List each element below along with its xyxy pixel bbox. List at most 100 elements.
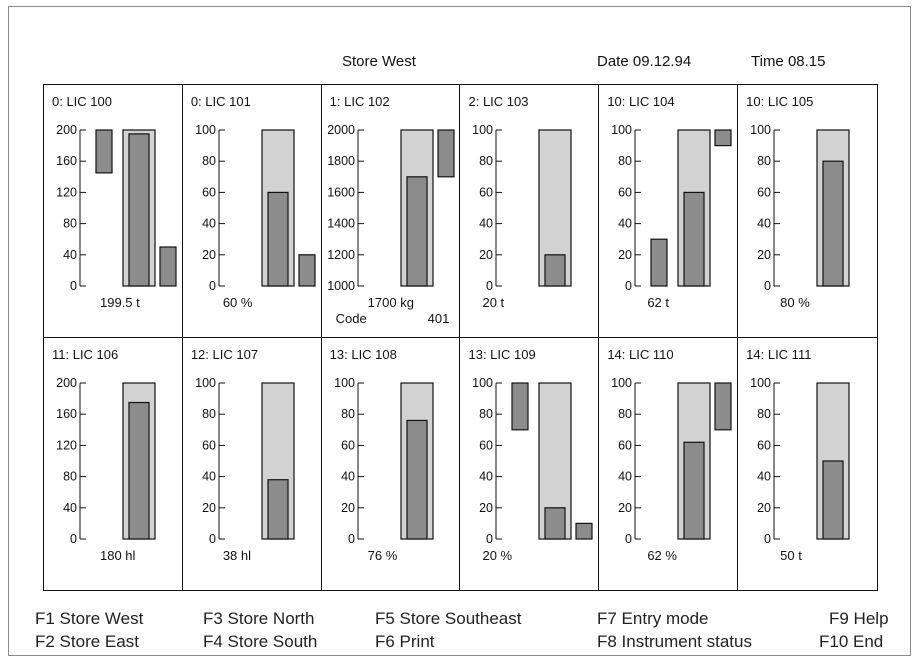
scale-tick-label: 20 [480,248,494,262]
scale-tick-label: 100 [195,376,216,390]
f1-store-west-key[interactable]: F1 Store West [35,609,144,628]
instrument-panel[interactable]: 10: LIC 104 100 80 60 40 20 0 62 t [599,85,739,338]
f7-entry-mode-key[interactable]: F7 Entry mode [597,609,709,628]
scale-tick-label: 0 [625,279,632,293]
scale-tick-label: 100 [750,123,771,137]
lower-limit-marker [298,254,316,287]
scale-tick-label: 60 [480,185,494,199]
scale-tick-label: 80 [341,407,355,421]
scale-tick-label: 40 [757,469,771,483]
scale-tick-label: 0 [209,532,216,546]
instrument-panel[interactable]: 1: LIC 102 2000 1800 1600 1400 1200 1000 1700 k… [321,85,461,338]
level-readout: 1700 kg [367,295,414,310]
scale-tick-label: 60 [202,185,216,199]
level-bar [544,506,567,540]
scale-tick-label: 60 [480,438,494,452]
f8-instrument-status-key[interactable]: F8 Instrument status [597,632,752,651]
scale-tick-label: 80 [480,407,494,421]
scale-tick-label: 160 [56,407,77,421]
level-readout: 60 % [222,295,253,310]
scale-tick-label: 80 [202,154,216,168]
level-readout: 20 % [482,547,513,563]
level-bar [128,133,150,287]
level-gauge: 200 160 120 80 40 0 [56,376,156,546]
scale-tick-label: 60 [757,438,771,452]
scale-tick-label: 0 [487,532,494,546]
code-value: 401 [427,311,450,326]
scale-tick-label: 20 [618,500,632,514]
f5-store-southeast-key[interactable]: F5 Store Southeast [375,609,522,628]
scale-tick-label: 200 [56,376,77,390]
f3-store-north-key[interactable]: F3 Store North [203,609,315,628]
upper-limit-marker [714,129,732,147]
scale-tick-label: 0 [764,279,771,293]
scale-tick-label: 40 [202,217,216,231]
instrument-title: 2: LIC 103 [468,94,529,109]
scale-tick-label: 20 [618,248,632,262]
instrument-panel[interactable]: 0: LIC 100 200 160 120 80 40 0 199.5 t [44,85,183,338]
f10-end-key[interactable]: F10 End [819,632,884,651]
scale-tick-label: 100 [473,376,494,390]
instrument-title: 1: LIC 102 [329,94,390,109]
instrument-panel[interactable]: 12: LIC 107 100 80 60 40 20 0 38 hl [183,337,322,590]
scale-tick-label: 40 [341,469,355,483]
scale-tick-label: 80 [63,469,77,483]
level-gauge: 100 80 60 40 20 0 [611,376,732,546]
scale-tick-label: 20 [757,500,771,514]
scale-tick-label: 80 [480,154,494,168]
level-gauge: 100 80 60 40 20 0 [473,123,573,293]
level-gauge: 200 160 120 80 40 0 [56,123,177,293]
level-gauge: 100 80 60 40 20 0 [195,376,295,546]
instrument-title: 12: LIC 107 [190,346,259,362]
scale-tick-label: 40 [618,469,632,483]
f6-print-key[interactable]: F6 Print [375,632,435,651]
instrument-panel[interactable]: 11: LIC 106 200 160 120 80 40 0 180 hl [44,337,183,590]
scale-tick-label: 0 [764,532,771,546]
level-gauge: 100 80 60 40 20 0 [611,123,732,293]
level-bar [267,191,289,287]
scale-tick-label: 100 [473,123,494,137]
scale-tick-label: 1200 [327,248,355,262]
level-bar [267,478,289,540]
f4-store-south-key[interactable]: F4 Store South [203,632,318,651]
scale-tick-label: 1600 [327,185,355,199]
instrument-panel[interactable]: 10: LIC 105 100 80 60 40 20 0 80 % [738,85,877,338]
scale-tick-label: 40 [480,217,494,231]
instrument-panel[interactable]: 0: LIC 101 100 80 60 40 20 0 60 % [182,85,322,338]
scale-tick-label: 20 [480,500,494,514]
level-bar [822,160,844,287]
level-bar [406,176,428,287]
scale-tick-label: 40 [618,217,632,231]
scale-tick-label: 40 [63,500,77,514]
level-bar [406,419,428,540]
instrument-panel[interactable]: 14: LIC 111 100 80 60 40 20 0 50 t [738,338,877,591]
level-readout: 20 t [482,295,505,310]
f2-store-east-key[interactable]: F2 Store East [35,632,139,651]
level-readout: 50 t [780,547,802,563]
scale-tick-label: 60 [618,185,632,199]
instrument-panel[interactable]: 13: LIC 108 100 80 60 40 20 0 76 % [322,337,461,590]
instrument-title: 14: LIC 110 [607,346,674,362]
instrument-panel[interactable]: 2: LIC 103 100 80 60 40 20 0 20 t [460,85,600,338]
level-bar [683,191,705,287]
scale-tick-label: 60 [341,438,355,452]
level-readout: 62 % [647,547,677,563]
f9-help-key[interactable]: F9 Help [829,609,889,628]
scale-tick-label: 2000 [327,123,355,137]
scale-tick-label: 1000 [327,279,355,293]
scale-tick-label: 40 [63,248,77,262]
scale-tick-label: 80 [618,154,632,168]
instrument-panel[interactable]: 13: LIC 109 100 80 60 40 20 0 20 % [460,337,600,590]
scale-tick-label: 100 [611,376,632,390]
scale-tick-label: 20 [202,500,216,514]
scale-tick-label: 80 [618,407,632,421]
scale-tick-label: 0 [625,532,632,546]
scale-tick-label: 120 [56,438,77,452]
level-readout: 62 t [647,295,670,310]
scale-tick-label: 40 [202,469,216,483]
scale-tick-label: 40 [757,217,771,231]
instrument-panel[interactable]: 14: LIC 110 100 80 60 40 20 0 62 % [599,337,739,590]
instrument-title: 10: LIC 104 [607,94,675,109]
upper-limit-marker [714,381,732,430]
scale-tick-label: 80 [202,407,216,421]
